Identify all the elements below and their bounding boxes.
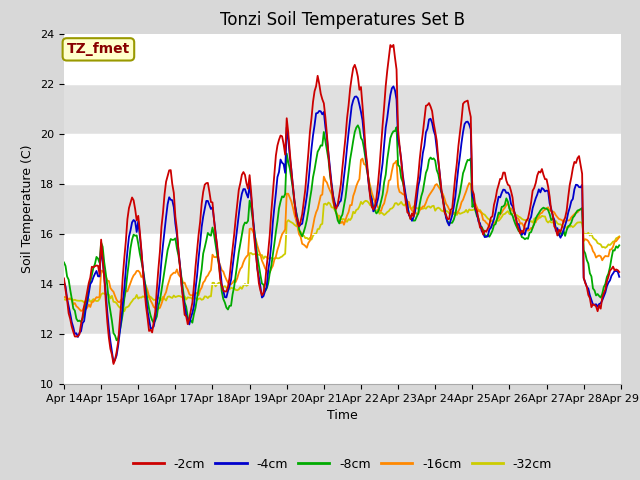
Bar (64, 234, 621, 284)
Title: Tonzi Soil Temperatures Set B: Tonzi Soil Temperatures Set B (220, 11, 465, 29)
Bar (64, 334, 621, 384)
Bar (64, 34, 621, 84)
Text: TZ_fmet: TZ_fmet (67, 42, 130, 56)
Legend: -2cm, -4cm, -8cm, -16cm, -32cm: -2cm, -4cm, -8cm, -16cm, -32cm (127, 453, 557, 476)
Bar (64, 134, 621, 184)
X-axis label: Time: Time (327, 409, 358, 422)
Y-axis label: Soil Temperature (C): Soil Temperature (C) (22, 144, 35, 273)
